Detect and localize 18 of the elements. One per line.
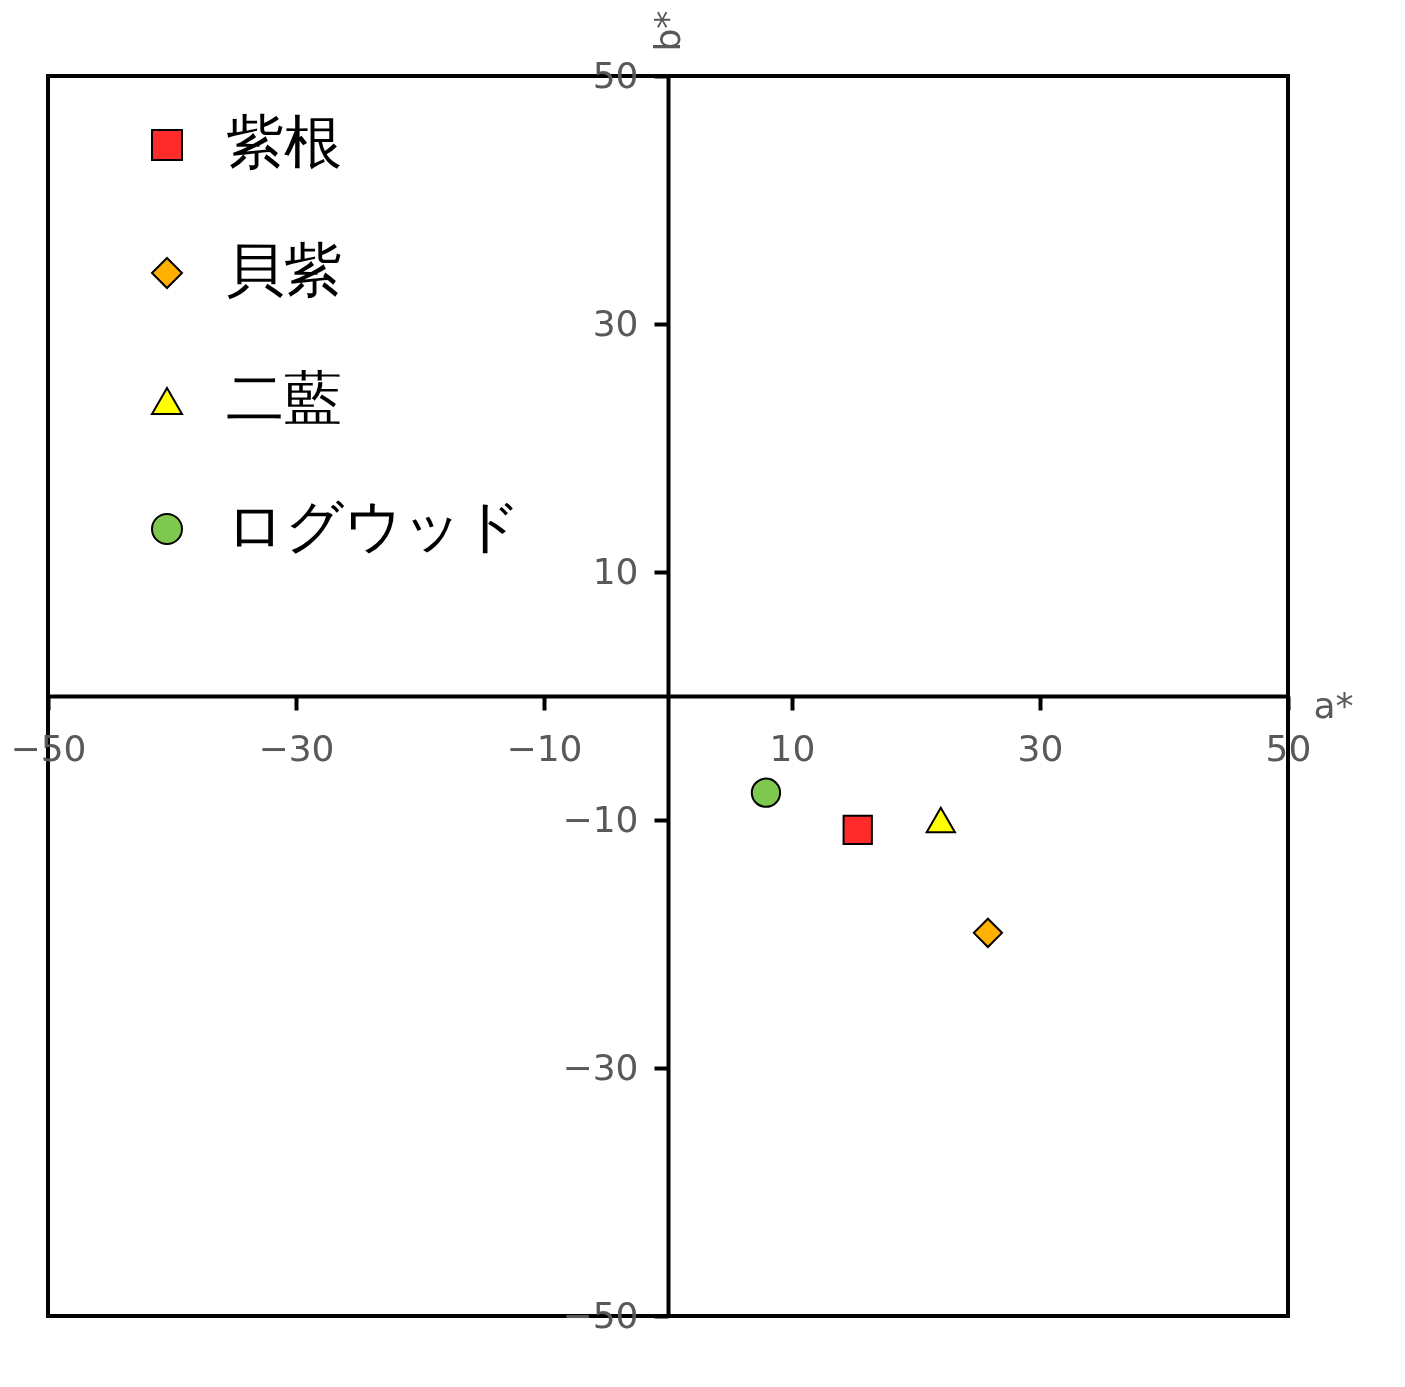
x-tick-label: −10	[506, 727, 583, 769]
x-tick-label: 10	[769, 727, 816, 769]
x-tick-label: 30	[1017, 727, 1064, 769]
y-tick-label: 30	[592, 302, 639, 344]
x-axis-title: a*	[1313, 684, 1354, 726]
y-tick-label: −30	[562, 1046, 639, 1088]
legend-label: ログウッド	[226, 492, 521, 560]
point	[842, 814, 873, 846]
x-tick-label: −30	[258, 727, 335, 769]
y-tick-label: 10	[592, 550, 639, 592]
legend-label: 二藍	[226, 364, 342, 432]
legend-label: 紫根	[226, 108, 342, 176]
point	[925, 806, 956, 834]
legend-label: 貝紫	[226, 236, 342, 304]
y-axis-title: b*	[646, 10, 688, 52]
point	[750, 777, 782, 808]
point	[972, 917, 1004, 948]
y-tick-label: −10	[562, 798, 639, 840]
